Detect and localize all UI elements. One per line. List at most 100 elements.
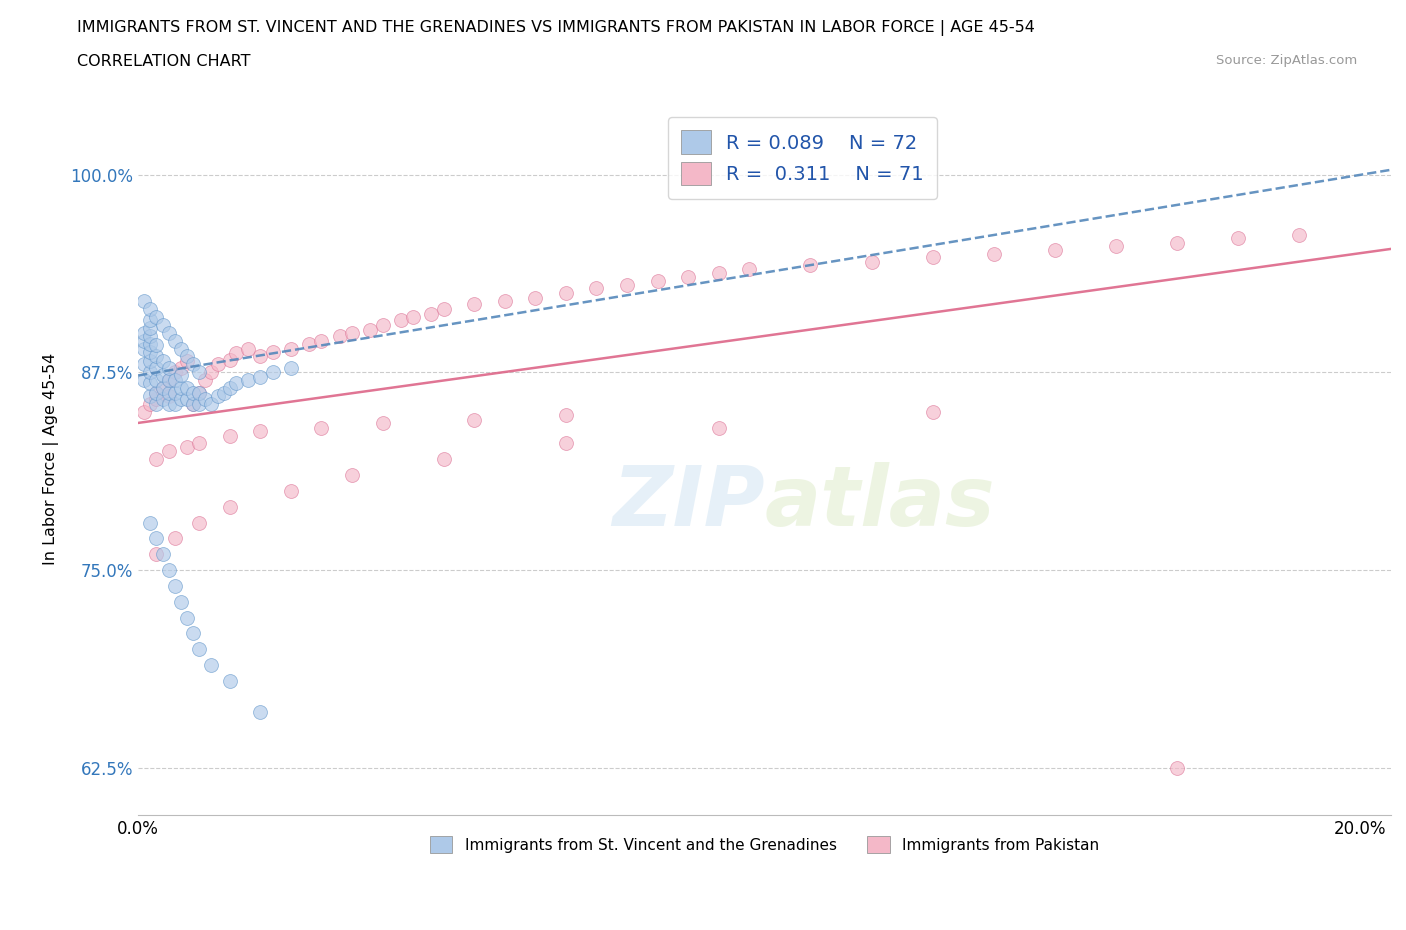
Point bbox=[152, 368, 174, 383]
Point bbox=[139, 365, 162, 379]
Point bbox=[139, 337, 162, 352]
Point bbox=[188, 385, 211, 400]
Point bbox=[163, 531, 186, 546]
Point bbox=[170, 360, 193, 375]
Point bbox=[157, 385, 180, 400]
Point bbox=[145, 349, 167, 364]
Point bbox=[139, 312, 162, 327]
Point bbox=[212, 385, 235, 400]
Point bbox=[311, 420, 333, 435]
Point bbox=[1227, 231, 1250, 246]
Point bbox=[145, 547, 167, 562]
Point bbox=[402, 310, 425, 325]
Point bbox=[176, 439, 198, 454]
Point bbox=[170, 594, 193, 609]
Point bbox=[139, 353, 162, 368]
Point bbox=[134, 333, 156, 348]
Point bbox=[225, 346, 247, 361]
Point bbox=[157, 563, 180, 578]
Point bbox=[218, 673, 240, 688]
Point bbox=[188, 436, 211, 451]
Text: atlas: atlas bbox=[765, 461, 995, 542]
Point bbox=[139, 515, 162, 530]
Point bbox=[139, 396, 162, 411]
Point bbox=[1166, 761, 1188, 776]
Point bbox=[433, 301, 456, 316]
Point bbox=[181, 396, 204, 411]
Point bbox=[194, 373, 217, 388]
Point bbox=[176, 353, 198, 368]
Point bbox=[200, 365, 222, 379]
Point bbox=[139, 376, 162, 391]
Point bbox=[163, 333, 186, 348]
Point bbox=[163, 365, 186, 379]
Text: IMMIGRANTS FROM ST. VINCENT AND THE GRENADINES VS IMMIGRANTS FROM PAKISTAN IN LA: IMMIGRANTS FROM ST. VINCENT AND THE GREN… bbox=[77, 20, 1035, 36]
Point bbox=[181, 357, 204, 372]
Point bbox=[647, 273, 669, 288]
Point bbox=[280, 341, 302, 356]
Point bbox=[152, 380, 174, 395]
Point bbox=[983, 246, 1005, 261]
Point bbox=[188, 642, 211, 657]
Point bbox=[799, 258, 821, 272]
Point bbox=[145, 385, 167, 400]
Point bbox=[188, 396, 211, 411]
Point bbox=[494, 294, 516, 309]
Point bbox=[152, 317, 174, 332]
Point bbox=[921, 405, 943, 419]
Point bbox=[249, 369, 271, 384]
Point bbox=[738, 262, 761, 277]
Point bbox=[371, 416, 394, 431]
Point bbox=[145, 452, 167, 467]
Point bbox=[200, 658, 222, 672]
Point bbox=[145, 310, 167, 325]
Text: CORRELATION CHART: CORRELATION CHART bbox=[77, 54, 250, 69]
Point bbox=[134, 294, 156, 309]
Point bbox=[163, 373, 186, 388]
Point bbox=[134, 341, 156, 356]
Point bbox=[157, 326, 180, 340]
Point bbox=[616, 278, 638, 293]
Point bbox=[170, 380, 193, 395]
Point bbox=[188, 515, 211, 530]
Point bbox=[194, 392, 217, 406]
Point bbox=[860, 254, 883, 269]
Point bbox=[262, 344, 284, 359]
Point bbox=[463, 412, 485, 427]
Point bbox=[157, 373, 180, 388]
Point bbox=[554, 436, 576, 451]
Point bbox=[225, 376, 247, 391]
Point bbox=[163, 396, 186, 411]
Point bbox=[145, 360, 167, 375]
Point bbox=[311, 333, 333, 348]
Point bbox=[181, 385, 204, 400]
Point bbox=[433, 452, 456, 467]
Point bbox=[139, 301, 162, 316]
Point bbox=[139, 344, 162, 359]
Point bbox=[176, 610, 198, 625]
Point bbox=[152, 380, 174, 395]
Point bbox=[152, 392, 174, 406]
Point bbox=[134, 405, 156, 419]
Point bbox=[188, 365, 211, 379]
Point bbox=[145, 338, 167, 352]
Point bbox=[157, 360, 180, 375]
Point bbox=[236, 373, 259, 388]
Point bbox=[152, 547, 174, 562]
Point bbox=[207, 357, 229, 372]
Point bbox=[157, 396, 180, 411]
Point bbox=[1166, 235, 1188, 250]
Point bbox=[157, 389, 180, 404]
Point bbox=[340, 326, 363, 340]
Point bbox=[340, 468, 363, 483]
Point bbox=[218, 428, 240, 443]
Point bbox=[200, 396, 222, 411]
Point bbox=[145, 392, 167, 406]
Point bbox=[585, 281, 607, 296]
Point bbox=[707, 265, 730, 280]
Point bbox=[145, 385, 167, 400]
Point bbox=[188, 385, 211, 400]
Point bbox=[157, 444, 180, 458]
Legend: Immigrants from St. Vincent and the Grenadines, Immigrants from Pakistan: Immigrants from St. Vincent and the Gren… bbox=[423, 830, 1105, 859]
Point bbox=[1043, 243, 1066, 258]
